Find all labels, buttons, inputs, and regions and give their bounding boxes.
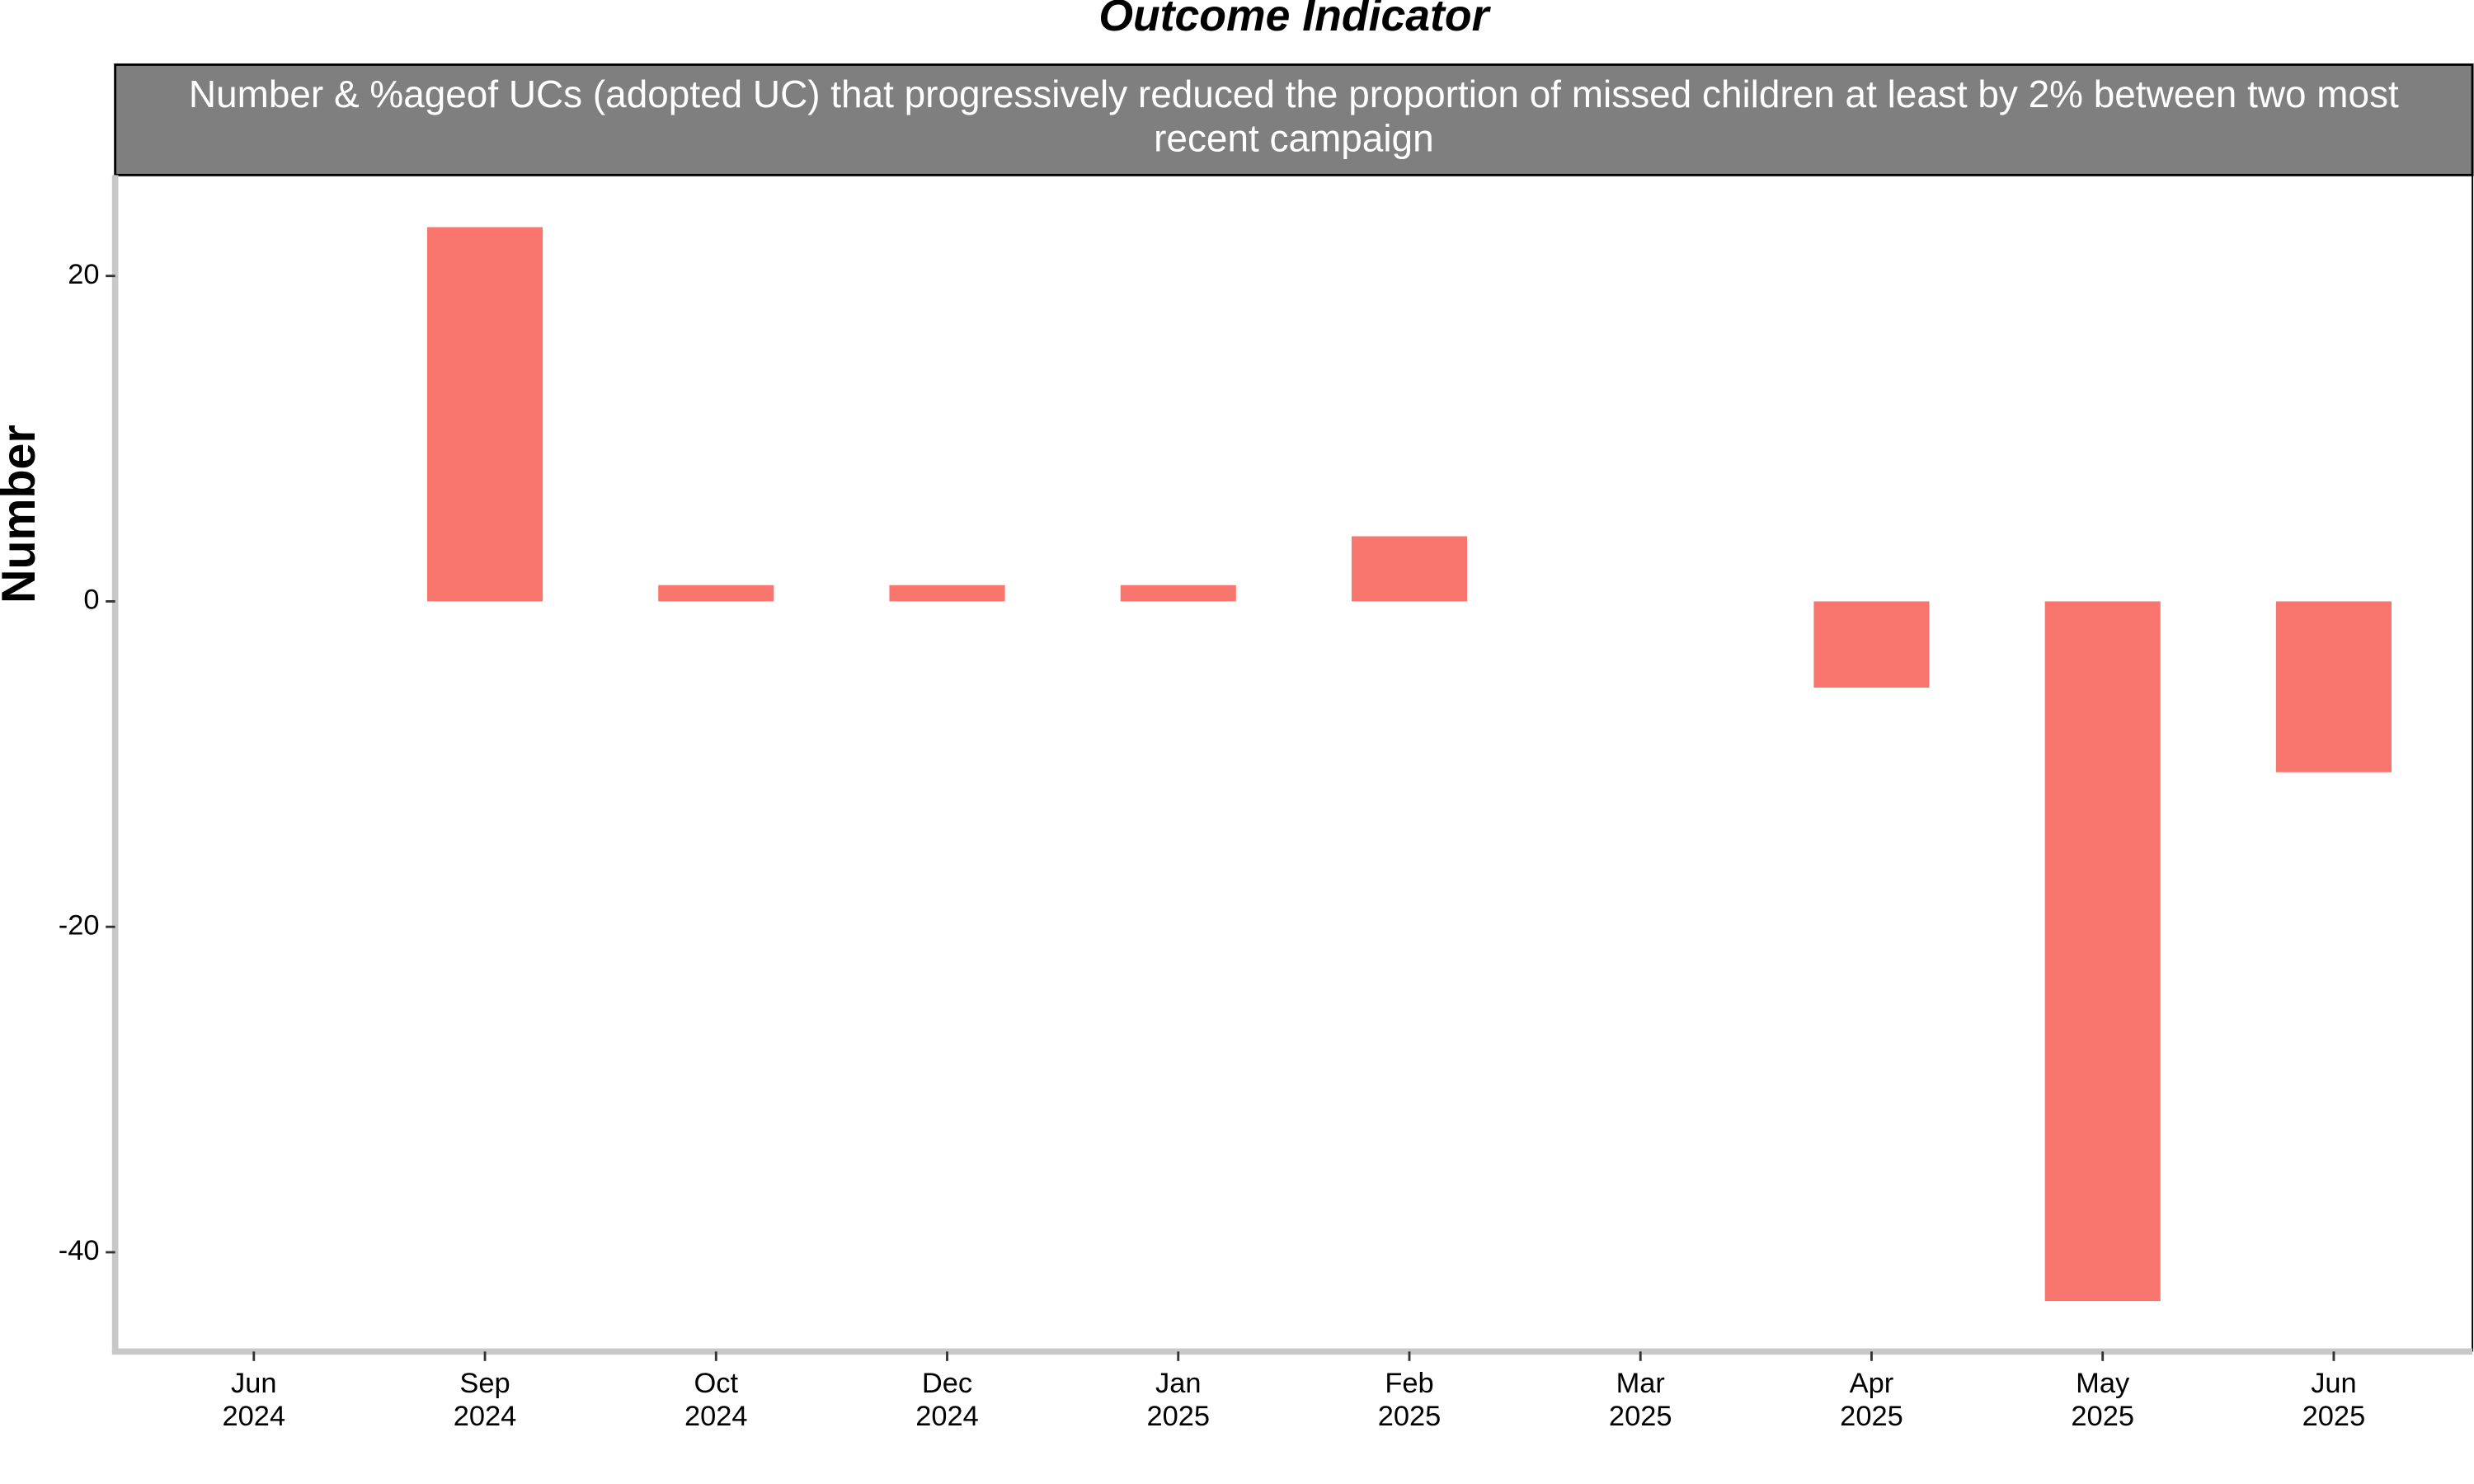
x-tick-label: Jan 2025 — [1146, 1368, 1210, 1432]
x-tick-label: Dec 2024 — [915, 1368, 979, 1432]
strip-label: Number & %ageof UCs (adopted UC) that pr… — [188, 73, 2399, 162]
bar — [889, 585, 1005, 602]
strip — [114, 63, 2474, 176]
x-tick-label: Jun 2025 — [2302, 1368, 2366, 1432]
x-tick-label: May 2025 — [2071, 1368, 2134, 1432]
bar — [426, 227, 543, 602]
bar — [658, 585, 774, 602]
y-tick-label: -20 — [59, 909, 100, 941]
y-axis-label: Number — [0, 425, 45, 603]
x-tick-label: Sep 2024 — [454, 1368, 517, 1432]
x-tick-label: Feb 2025 — [1378, 1368, 1442, 1432]
y-tick-label: 0 — [83, 585, 99, 616]
bar — [2044, 601, 2161, 1302]
x-tick-label: Apr 2025 — [1840, 1368, 1903, 1432]
bar — [1120, 585, 1236, 602]
x-tick-label: Jun 2024 — [223, 1368, 286, 1432]
y-tick-label: 20 — [68, 259, 99, 290]
chart-title: Outcome Indicator — [1098, 0, 1491, 40]
x-tick-label: Mar 2025 — [1609, 1368, 1672, 1432]
bar — [1813, 601, 1930, 688]
x-tick-label: Oct 2024 — [684, 1368, 748, 1432]
strip-text-box: Number & %ageof UCs (adopted UC) that pr… — [188, 73, 2399, 162]
bar — [2275, 601, 2392, 773]
bar — [1351, 536, 1468, 602]
y-tick-label: -40 — [59, 1235, 100, 1266]
